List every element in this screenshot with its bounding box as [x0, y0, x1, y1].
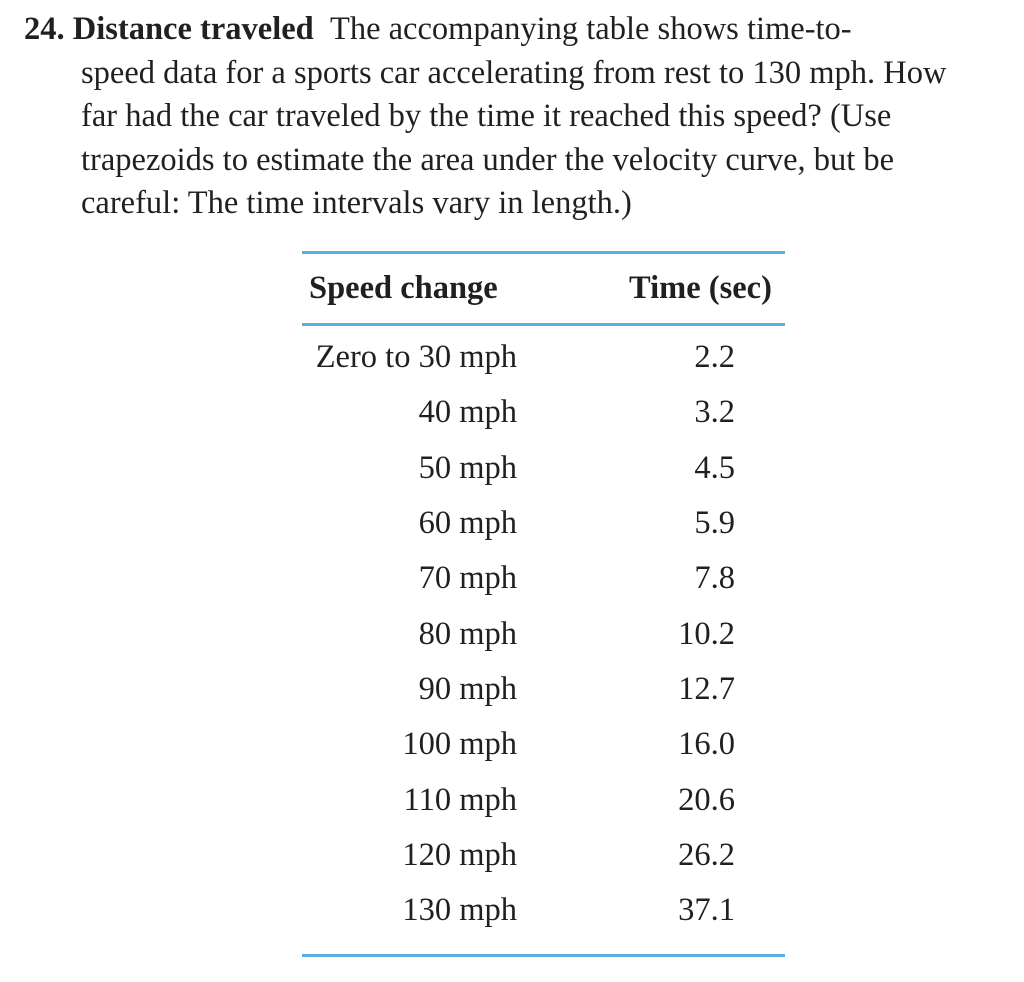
table-row: 100 mph 16.0	[302, 717, 785, 772]
problem-line-1: 24. Distance traveled The accompanying t…	[24, 8, 1004, 52]
speed-cell: Zero to 30 mph	[315, 339, 517, 375]
header-time-sec: Time (sec)	[629, 270, 772, 306]
speed-cell: 40 mph	[418, 394, 517, 431]
table-row: 50 mph 4.5	[302, 441, 785, 496]
table-row: 130 mph 37.1	[302, 883, 785, 938]
speed-cell: 60 mph	[418, 505, 517, 542]
table-header-rule	[302, 323, 785, 326]
problem-text-line: far had the car traveled by the time it …	[81, 98, 892, 134]
speed-cell: 80 mph	[418, 615, 517, 652]
problem-text-line: careful: The time intervals vary in leng…	[81, 185, 632, 221]
time-cell: 5.9	[694, 505, 735, 542]
time-cell: 3.2	[694, 394, 735, 431]
problem-statement: 24. Distance traveled The accompanying t…	[24, 8, 1004, 226]
table-row: 40 mph 3.2	[302, 385, 785, 440]
table-row: 60 mph 5.9	[302, 496, 785, 551]
time-cell: 2.2	[694, 339, 735, 375]
speed-cell: 90 mph	[418, 671, 517, 708]
time-cell: 16.0	[678, 726, 735, 763]
table-row: 80 mph 10.2	[302, 607, 785, 662]
time-cell: 10.2	[678, 615, 735, 652]
time-cell: 26.2	[678, 837, 735, 874]
speed-cell: 120 mph	[402, 837, 517, 874]
table-row: 110 mph 20.6	[302, 773, 785, 828]
time-cell: 12.7	[678, 671, 735, 708]
speed-cell: 50 mph	[418, 449, 517, 486]
time-cell: 20.6	[678, 781, 735, 818]
table-bottom-rule	[302, 954, 785, 957]
speed-cell: 110 mph	[403, 781, 517, 818]
header-speed-change: Speed change	[309, 270, 498, 306]
problem-text-line: speed data for a sports car accelerating…	[81, 54, 947, 91]
problem-number: 24.	[24, 11, 65, 47]
problem-text-line: The accompanying table shows time-to-	[329, 11, 852, 47]
time-cell: 4.5	[694, 449, 735, 486]
problem-title: Distance traveled	[72, 11, 314, 47]
speed-cell: 70 mph	[418, 560, 517, 597]
table-top-rule	[302, 251, 785, 254]
table-row: 90 mph 12.7	[302, 662, 785, 717]
table-row: 70 mph 7.8	[302, 551, 785, 606]
table-row: Zero to 30 mph 2.2	[302, 330, 785, 385]
problem-text-line: trapezoids to estimate the area under th…	[81, 141, 895, 178]
table-row: 120 mph 26.2	[302, 828, 785, 883]
time-cell: 7.8	[694, 560, 735, 597]
speed-cell: 100 mph	[402, 726, 517, 763]
speed-cell: 130 mph	[402, 892, 517, 929]
time-cell: 37.1	[678, 892, 735, 929]
table-body: Zero to 30 mph 2.2 40 mph 3.2 50 mph 4.5 60 mp…	[302, 330, 785, 939]
